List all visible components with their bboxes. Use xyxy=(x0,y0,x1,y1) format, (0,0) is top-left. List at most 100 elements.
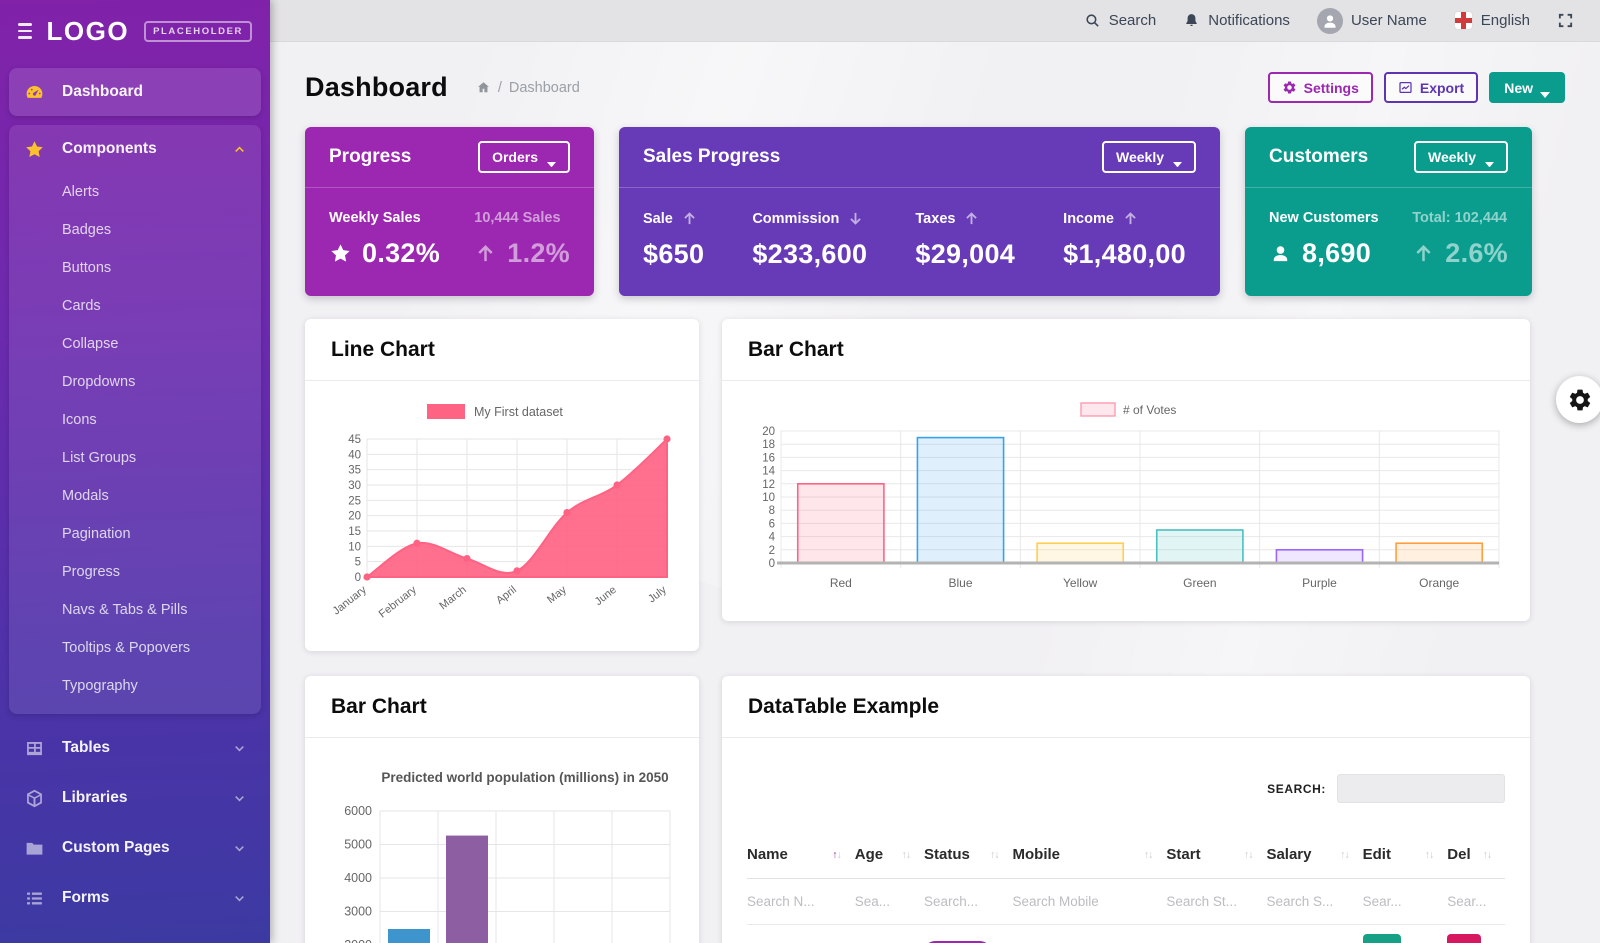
svg-text:Purple: Purple xyxy=(1302,576,1337,590)
sidebar-subitem-icons[interactable]: Icons xyxy=(62,412,97,428)
column-header-age[interactable]: Age ↑ ↓ xyxy=(855,846,924,863)
total-customers-metric: Total: 102,444 2.6% xyxy=(1412,210,1508,269)
column-header-edit[interactable]: Edit ↑ ↓ xyxy=(1363,846,1448,863)
sidebar-subitem-pagination[interactable]: Pagination xyxy=(62,526,131,542)
topbar-notifications[interactable]: Notifications xyxy=(1183,12,1290,29)
svg-text:0: 0 xyxy=(769,558,775,570)
svg-text:Blue: Blue xyxy=(948,576,972,590)
menu-toggle-icon[interactable] xyxy=(18,23,32,39)
sidebar-subitem-navs-tabs-pills[interactable]: Navs & Tabs & Pills xyxy=(62,602,188,618)
sidebar-subitem-dropdowns[interactable]: Dropdowns xyxy=(62,374,136,390)
svg-text:45: 45 xyxy=(348,434,361,446)
settings-button[interactable]: Settings xyxy=(1267,72,1373,103)
sidebar-subitem-cards[interactable]: Cards xyxy=(62,298,101,314)
population-chart-card-title: Bar Chart xyxy=(305,676,699,738)
export-button[interactable]: Export xyxy=(1383,72,1479,103)
sidebar-subitem-alerts[interactable]: Alerts xyxy=(62,184,100,200)
svg-text:# of Votes: # of Votes xyxy=(1123,403,1176,417)
datatable-search: SEARCH: xyxy=(747,774,1505,803)
sidebar: LOGO PLACEHOLDER Dashboard Components Aler… xyxy=(0,0,270,943)
topbar-search[interactable]: Search xyxy=(1084,12,1156,29)
svg-text:30: 30 xyxy=(348,480,361,492)
settings-fab[interactable] xyxy=(1556,376,1600,423)
line-chart: My First dataset 0 5 10 15 20 25 30 35 40 45 Januar… xyxy=(305,381,699,651)
datatable-search-input[interactable] xyxy=(1337,774,1505,803)
filter-input-age[interactable] xyxy=(854,893,918,909)
column-label: Age xyxy=(854,846,884,863)
column-header-name[interactable]: Name ↑ ↓ xyxy=(747,846,855,863)
sales-growth-value: 1.2% xyxy=(507,238,570,268)
sidebar-subitem-buttons[interactable]: Buttons xyxy=(62,260,112,276)
sidebar-item-label: Dashboard xyxy=(62,83,143,100)
sidebar-subitem-collapse[interactable]: Collapse xyxy=(62,336,119,352)
column-label: Start xyxy=(1166,846,1201,863)
svg-text:April: April xyxy=(494,584,519,607)
cube-icon xyxy=(24,788,45,809)
sidebar-item-components[interactable]: Components xyxy=(9,125,261,173)
flag-icon xyxy=(1453,11,1473,30)
delete-button[interactable] xyxy=(1447,933,1482,943)
svg-text:2000: 2000 xyxy=(344,938,372,943)
column-header-del[interactable]: Del ↑ ↓ xyxy=(1447,846,1505,863)
sidebar-item-custom-pages[interactable]: Custom Pages xyxy=(9,823,261,873)
sidebar-subitem-modals[interactable]: Modals xyxy=(62,488,109,504)
filter-input-mobile[interactable] xyxy=(1012,893,1152,909)
sidebar-subitem-progress[interactable]: Progress xyxy=(62,564,121,580)
page-title: Dashboard xyxy=(305,72,448,102)
filter-cell xyxy=(1012,893,1167,911)
orders-dropdown[interactable]: Orders xyxy=(478,141,570,173)
svg-text:March: March xyxy=(437,584,468,612)
new-button[interactable]: New xyxy=(1489,72,1565,103)
sidebar-subitem-list-groups[interactable]: List Groups xyxy=(62,450,137,466)
svg-text:June: June xyxy=(593,584,619,608)
edit-button[interactable] xyxy=(1362,933,1401,943)
sidebar-item-libraries[interactable]: Libraries xyxy=(9,773,261,823)
sidebar-item-label: Custom Pages xyxy=(62,839,170,856)
sidebar-item-tables[interactable]: Tables xyxy=(9,723,261,773)
customers-weekly-dropdown[interactable]: Weekly xyxy=(1414,141,1508,173)
filter-input-salary[interactable] xyxy=(1266,893,1354,909)
chart-icon xyxy=(1398,80,1413,95)
column-header-start[interactable]: Start ↑ ↓ xyxy=(1166,846,1266,863)
sidebar-subitem-badges[interactable]: Badges xyxy=(62,222,112,238)
svg-text:8: 8 xyxy=(769,505,775,517)
svg-text:May: May xyxy=(545,584,569,607)
sidebar-item-dashboard[interactable]: Dashboard xyxy=(9,68,261,116)
sort-arrows-icon: ↑ ↓ xyxy=(990,848,1000,861)
metric-label: Sale xyxy=(643,210,673,227)
filter-input-status[interactable] xyxy=(924,893,1004,909)
bar-chart-card-title: Bar Chart xyxy=(722,319,1530,381)
svg-text:5000: 5000 xyxy=(344,838,372,852)
metric-label: Commission xyxy=(752,210,840,227)
filter-input-start[interactable] xyxy=(1166,893,1257,909)
filter-input-edit[interactable] xyxy=(1362,893,1439,909)
status-badge: Primary xyxy=(924,941,991,943)
filter-cell xyxy=(1266,893,1362,911)
table-icon xyxy=(24,738,45,759)
column-header-mobile[interactable]: Mobile ↑ ↓ xyxy=(1013,846,1167,863)
bar-chart-card: Bar Chart # of Votes 0 2 4 6 8 10 12 14 16 18 20 Red… xyxy=(722,319,1530,621)
svg-text:20: 20 xyxy=(762,426,775,438)
customers-growth-value: 2.6% xyxy=(1445,238,1508,268)
sidebar-subitem-typography[interactable]: Typography xyxy=(62,678,138,694)
sidebar-item-forms[interactable]: Forms xyxy=(9,873,261,923)
column-header-status[interactable]: Status ↑ ↓ xyxy=(924,846,1013,863)
svg-text:4: 4 xyxy=(769,532,776,544)
topbar-user[interactable]: User Name xyxy=(1316,7,1427,34)
filter-input-name[interactable] xyxy=(747,893,844,909)
caret-down-icon xyxy=(1540,85,1550,98)
arrow-down-icon xyxy=(847,210,864,227)
home-icon[interactable] xyxy=(476,80,491,95)
sidebar-subitem-tooltips-popovers[interactable]: Tooltips & Popovers xyxy=(62,640,191,656)
filter-cell xyxy=(924,893,1013,911)
svg-text:My First dataset: My First dataset xyxy=(474,405,563,419)
column-header-salary[interactable]: Salary ↑ ↓ xyxy=(1266,846,1362,863)
sales-metric-taxes: Taxes $29,004 xyxy=(915,210,1015,270)
topbar-fullscreen[interactable] xyxy=(1557,12,1574,29)
column-label: Del xyxy=(1447,846,1471,863)
line-chart-card: Line Chart My First dataset 0 5 10 15 20 25 30 3… xyxy=(305,319,699,651)
sales-weekly-dropdown[interactable]: Weekly xyxy=(1102,141,1196,173)
filter-input-del[interactable] xyxy=(1447,893,1500,909)
topbar-language[interactable]: English xyxy=(1453,11,1530,30)
sort-arrows-icon: ↑ ↓ xyxy=(1424,848,1435,861)
